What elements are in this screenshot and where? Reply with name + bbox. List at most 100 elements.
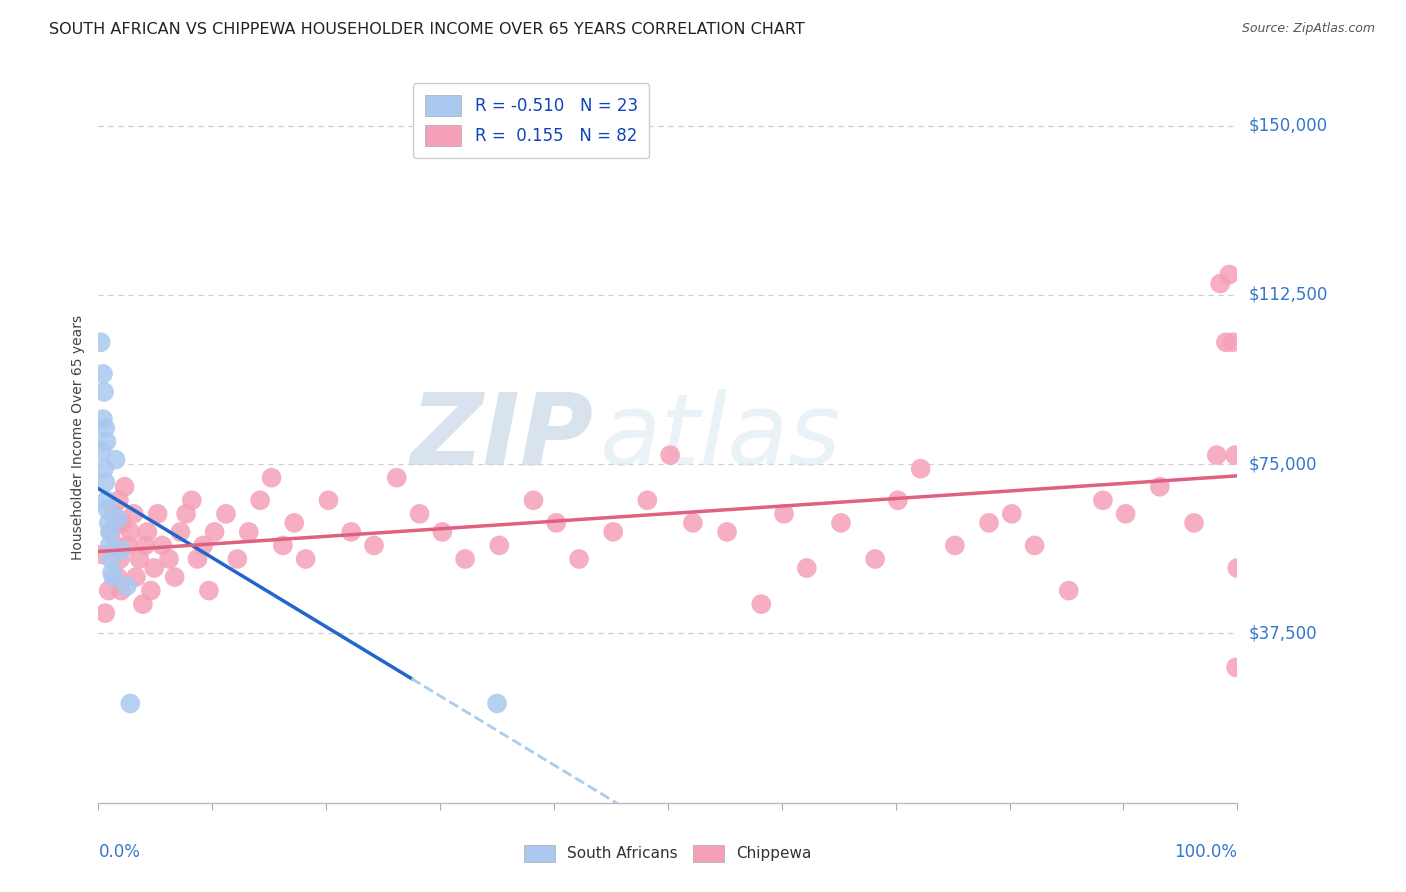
Point <box>134 538 156 552</box>
Point <box>104 538 127 552</box>
Point <box>830 516 852 530</box>
Text: $75,000: $75,000 <box>1249 455 1317 473</box>
Point <box>125 570 148 584</box>
Point <box>796 561 818 575</box>
Point <box>94 475 117 490</box>
Point <box>568 552 591 566</box>
Point <box>93 461 115 475</box>
Point <box>111 516 134 530</box>
Point <box>94 606 117 620</box>
Text: ZIP: ZIP <box>411 389 593 485</box>
Point <box>340 524 363 539</box>
Point <box>238 524 260 539</box>
Point <box>96 434 118 449</box>
Point <box>318 493 340 508</box>
Point <box>96 502 118 516</box>
Point <box>215 507 238 521</box>
Point <box>146 507 169 521</box>
Point <box>1218 268 1240 282</box>
Point <box>408 507 430 521</box>
Point <box>108 552 131 566</box>
Point <box>363 538 385 552</box>
Point <box>114 480 136 494</box>
Text: $150,000: $150,000 <box>1249 117 1327 135</box>
Point <box>1024 538 1046 552</box>
Point <box>226 552 249 566</box>
Point <box>98 538 121 552</box>
Point <box>143 561 166 575</box>
Y-axis label: Householder Income Over 65 years: Householder Income Over 65 years <box>72 315 86 559</box>
Point <box>186 552 208 566</box>
Point <box>1091 493 1114 508</box>
Point <box>260 471 283 485</box>
Point <box>1226 561 1249 575</box>
Point <box>103 507 125 521</box>
Point <box>749 597 772 611</box>
Point <box>90 443 112 458</box>
Text: atlas: atlas <box>599 389 841 485</box>
Point <box>488 538 510 552</box>
Point <box>454 552 477 566</box>
Point <box>1225 660 1247 674</box>
Point <box>522 493 544 508</box>
Point <box>294 552 316 566</box>
Point <box>104 452 127 467</box>
Point <box>1001 507 1024 521</box>
Point <box>103 570 125 584</box>
Point <box>107 511 129 525</box>
Point <box>204 524 226 539</box>
Point <box>432 524 454 539</box>
Point <box>910 461 932 475</box>
Point <box>91 367 114 381</box>
Point <box>1222 335 1244 350</box>
Point <box>773 507 796 521</box>
Point <box>659 448 682 462</box>
Point <box>198 583 221 598</box>
Point <box>180 493 202 508</box>
Point <box>636 493 658 508</box>
Point <box>122 507 145 521</box>
Point <box>96 493 118 508</box>
Point <box>136 524 159 539</box>
Point <box>105 516 128 530</box>
Point <box>94 421 117 435</box>
Point <box>110 583 132 598</box>
Point <box>174 507 197 521</box>
Point <box>110 543 132 558</box>
Point <box>157 552 180 566</box>
Point <box>546 516 568 530</box>
Point <box>602 524 624 539</box>
Point <box>943 538 966 552</box>
Point <box>97 516 120 530</box>
Text: 0.0%: 0.0% <box>98 843 141 861</box>
Point <box>1209 277 1232 291</box>
Point <box>115 579 138 593</box>
Point <box>132 597 155 611</box>
Point <box>283 516 305 530</box>
Point <box>91 412 114 426</box>
Point <box>1205 448 1227 462</box>
Point <box>1182 516 1205 530</box>
Point <box>486 697 509 711</box>
Point <box>120 697 142 711</box>
Point <box>139 583 162 598</box>
Text: $112,500: $112,500 <box>1249 285 1327 304</box>
Point <box>120 524 142 539</box>
Point <box>716 524 738 539</box>
Point <box>249 493 271 508</box>
Point <box>90 335 112 350</box>
Point <box>1057 583 1080 598</box>
Point <box>150 538 173 552</box>
Point <box>863 552 886 566</box>
Point <box>193 538 215 552</box>
Point <box>97 583 120 598</box>
Text: SOUTH AFRICAN VS CHIPPEWA HOUSEHOLDER INCOME OVER 65 YEARS CORRELATION CHART: SOUTH AFRICAN VS CHIPPEWA HOUSEHOLDER IN… <box>49 22 806 37</box>
Point <box>1115 507 1137 521</box>
Point <box>385 471 408 485</box>
Text: 100.0%: 100.0% <box>1174 843 1237 861</box>
Point <box>93 384 115 399</box>
Text: $37,500: $37,500 <box>1249 624 1317 642</box>
Point <box>169 524 191 539</box>
Legend: South Africans, Chippewa: South Africans, Chippewa <box>519 838 817 868</box>
Point <box>107 570 129 584</box>
